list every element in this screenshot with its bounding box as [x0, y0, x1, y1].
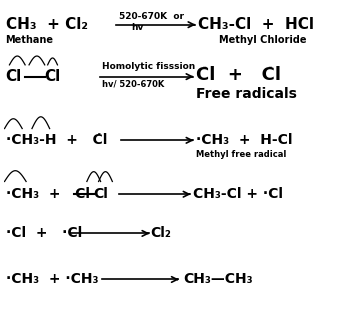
Text: Methyl Chloride: Methyl Chloride: [219, 35, 307, 45]
Text: ·CH₃  + ·CH₃: ·CH₃ + ·CH₃: [6, 272, 98, 286]
Text: Ċl  +   Ċl: Ċl + Ċl: [196, 66, 281, 84]
Text: Homolytic fisssion: Homolytic fisssion: [101, 62, 195, 71]
Text: CH₃  + Cl₂: CH₃ + Cl₂: [6, 17, 88, 32]
Text: Methyl free radical: Methyl free radical: [196, 149, 286, 158]
Text: hv: hv: [131, 23, 143, 32]
Text: Cl: Cl: [94, 187, 109, 201]
Text: Methane: Methane: [6, 35, 53, 45]
Text: CH₃—CH₃: CH₃—CH₃: [183, 272, 252, 286]
Text: Cl: Cl: [45, 69, 61, 84]
Text: ·CH₃  +   Cl: ·CH₃ + Cl: [6, 187, 89, 201]
Text: 520-670K  or: 520-670K or: [119, 12, 184, 21]
Text: hv/ 520-670K: hv/ 520-670K: [101, 80, 164, 89]
Text: ·Cl  +   ·Cl: ·Cl + ·Cl: [6, 227, 82, 241]
Text: ·CH₃-H  +   Ċl: ·CH₃-H + Ċl: [6, 133, 107, 147]
Text: CH₃-Cl  +  HCl: CH₃-Cl + HCl: [198, 17, 314, 32]
Text: Cl₂: Cl₂: [151, 227, 172, 241]
Text: ·CH₃  +  H-Cl: ·CH₃ + H-Cl: [196, 133, 292, 147]
Text: Cl: Cl: [6, 69, 22, 84]
Text: CH₃-Cl + ·Cl: CH₃-Cl + ·Cl: [193, 187, 283, 201]
Text: Free radicals: Free radicals: [196, 87, 297, 101]
